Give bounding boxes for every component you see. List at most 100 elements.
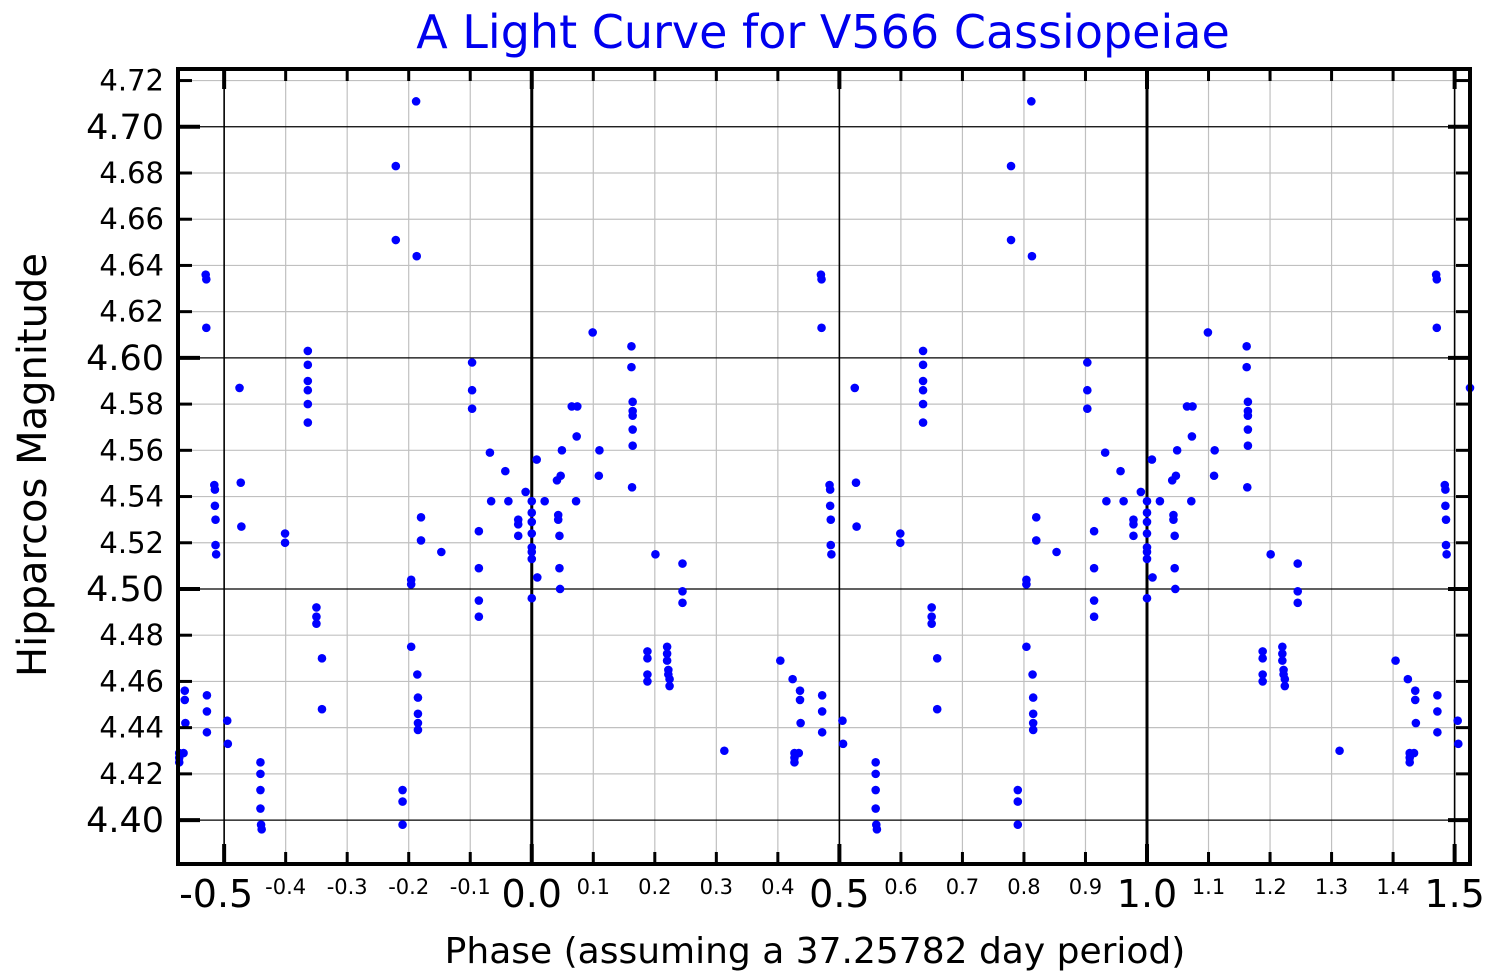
data-point (1258, 647, 1267, 656)
data-point (555, 563, 564, 573)
data-point (817, 727, 827, 737)
data-point (1089, 563, 1099, 573)
data-point (918, 376, 928, 386)
data-point (895, 529, 905, 538)
data-point (303, 346, 313, 356)
data-point (1293, 559, 1303, 568)
data-point (927, 612, 936, 622)
data-point (467, 385, 477, 395)
data-point (555, 584, 565, 594)
x-minor-tick-label: 0.7 (946, 875, 979, 899)
data-point (1293, 598, 1303, 608)
data-point (391, 235, 401, 245)
data-point (1169, 515, 1178, 524)
y-minor-tick-label: 4.46 (99, 664, 164, 698)
x-minor-tick-label: 1.2 (1253, 875, 1286, 899)
data-point (1243, 411, 1253, 420)
data-point (1013, 797, 1023, 806)
data-point (1013, 785, 1023, 795)
data-point (413, 693, 423, 702)
data-point (1142, 508, 1152, 518)
data-point (1243, 425, 1253, 434)
data-point (237, 522, 246, 531)
data-point (202, 690, 212, 700)
x-major-tick-label: 0.0 (502, 872, 562, 916)
data-point (1100, 448, 1110, 457)
data-point (398, 820, 407, 830)
data-point (932, 704, 942, 714)
data-point (1278, 649, 1287, 658)
data-point (411, 97, 421, 106)
data-point (827, 550, 836, 559)
data-point (838, 739, 848, 749)
y-major-tick-label: 4.70 (86, 108, 164, 148)
data-point (1187, 432, 1197, 441)
data-point (280, 529, 290, 538)
data-point (895, 538, 905, 548)
data-point (467, 404, 477, 414)
data-point (1172, 446, 1182, 455)
data-point (1243, 397, 1253, 407)
x-minor-tick-label: 1.4 (1376, 875, 1409, 899)
data-point (1006, 235, 1016, 245)
data-point (1170, 531, 1179, 541)
data-point (303, 360, 313, 370)
data-point (662, 649, 672, 658)
y-minor-tick-label: 4.42 (99, 757, 164, 791)
data-point (1129, 531, 1138, 541)
data-point (413, 709, 423, 719)
data-point (678, 559, 687, 568)
data-point (1031, 513, 1041, 522)
data-point (817, 323, 826, 333)
data-point (678, 598, 687, 608)
data-point (628, 411, 637, 420)
data-point (572, 402, 582, 411)
y-minor-tick-label: 4.44 (99, 711, 164, 745)
y-minor-tick-label: 4.48 (99, 618, 164, 652)
data-point (1028, 693, 1038, 702)
data-point (1119, 496, 1128, 506)
data-point (406, 580, 416, 589)
data-point (794, 748, 804, 758)
data-point (513, 519, 523, 529)
data-point (662, 642, 672, 652)
x-minor-tick-label: 1.1 (1192, 875, 1225, 899)
data-point (1203, 328, 1213, 337)
data-point (412, 251, 422, 261)
data-point (826, 515, 836, 524)
data-point (202, 707, 212, 716)
data-point (1258, 677, 1267, 686)
data-point (1171, 584, 1180, 594)
data-point (474, 563, 484, 573)
data-point (817, 275, 826, 284)
x-minor-tick-label: 0.6 (884, 875, 917, 899)
data-point (1433, 727, 1442, 737)
data-point (1411, 718, 1421, 728)
data-point (312, 619, 321, 628)
data-point (1242, 342, 1251, 351)
data-point (790, 758, 799, 767)
data-point (572, 432, 581, 441)
data-point (643, 670, 652, 679)
data-point (1433, 690, 1442, 700)
data-point (532, 573, 542, 582)
data-point (474, 526, 484, 536)
data-point (918, 418, 928, 427)
data-point (312, 603, 321, 612)
y-major-tick-label: 4.60 (86, 339, 164, 379)
x-minor-tick-label: -0.3 (327, 875, 368, 899)
x-minor-tick-label: -0.4 (265, 875, 306, 899)
data-point (678, 586, 687, 596)
y-minor-tick-label: 4.54 (99, 480, 164, 514)
data-point (1433, 707, 1442, 716)
data-point (1089, 526, 1099, 536)
data-point (871, 785, 880, 795)
data-point (817, 690, 827, 700)
data-point (851, 478, 861, 487)
data-point (1410, 695, 1420, 705)
data-point (527, 554, 537, 564)
data-point (643, 647, 652, 656)
y-major-tick-label: 4.40 (86, 801, 164, 841)
data-points (174, 97, 1475, 834)
